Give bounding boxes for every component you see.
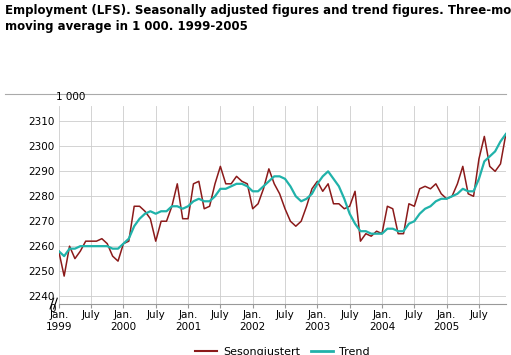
Text: 1 000: 1 000: [56, 92, 85, 102]
Legend: Sesongjustert, Trend: Sesongjustert, Trend: [191, 342, 374, 355]
Text: Employment (LFS). Seasonally adjusted figures and trend figures. Three-month
mov: Employment (LFS). Seasonally adjusted fi…: [5, 4, 511, 33]
Text: 0: 0: [50, 304, 56, 313]
